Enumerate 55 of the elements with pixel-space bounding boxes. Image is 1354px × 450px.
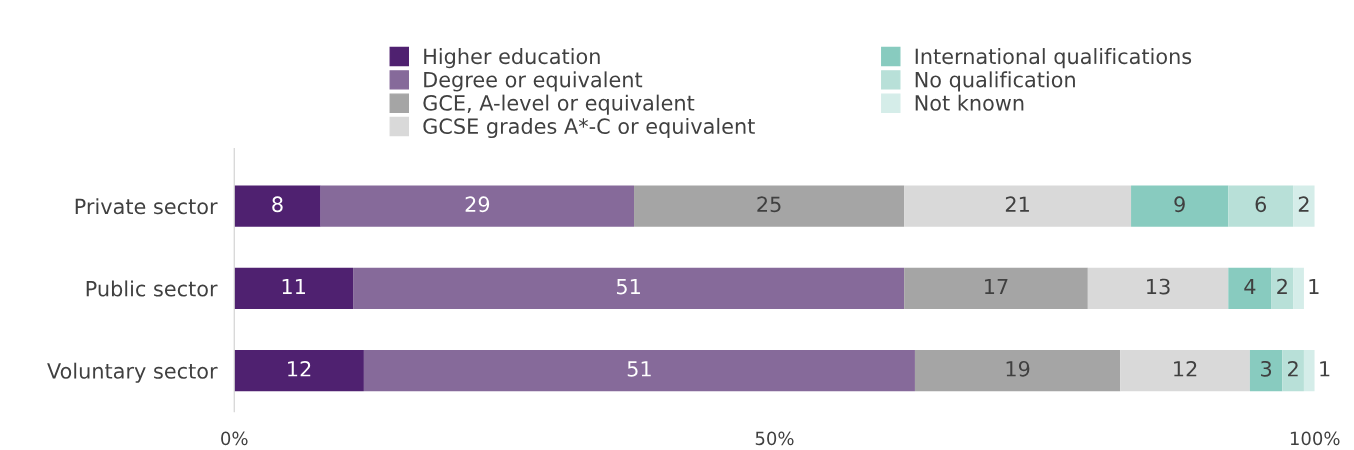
- legend-label: GCSE grades A*-C or equivalent: [423, 117, 755, 139]
- y-tick-label: Voluntary sector: [47, 362, 218, 383]
- bar: [1293, 185, 1315, 227]
- bar: [904, 267, 1088, 309]
- data-label: 6: [1255, 196, 1267, 213]
- data-label: 2: [1277, 278, 1287, 295]
- bar: [1293, 267, 1304, 309]
- bar: [353, 267, 905, 309]
- bar: [1228, 185, 1294, 227]
- x-tick-label: 50%: [755, 431, 794, 446]
- data-label: 8: [272, 196, 283, 213]
- y-tick-label: Public sector: [86, 280, 218, 297]
- data-label: 12: [288, 360, 311, 377]
- bar: [1087, 267, 1229, 309]
- bar: [1228, 267, 1272, 309]
- x-tick-label: 0%: [221, 431, 248, 446]
- data-label: 12: [1174, 360, 1197, 377]
- bar: [234, 350, 364, 392]
- legend-label: GCE, A-level or equivalent: [423, 94, 695, 115]
- data-label: 19: [1006, 360, 1030, 377]
- data-label: 11: [282, 278, 305, 295]
- legend-label: Higher education: [424, 48, 600, 69]
- legend-label: International qualifications: [915, 48, 1192, 69]
- legend-label: No qualification: [915, 71, 1075, 92]
- bar: [1303, 350, 1315, 392]
- data-label: 1: [1320, 361, 1330, 377]
- bar: [1131, 185, 1229, 227]
- y-tick-label: Private sector: [75, 198, 218, 215]
- bar: [320, 185, 635, 227]
- bar: [234, 185, 321, 227]
- bar: [1271, 267, 1294, 309]
- legend-label: Not known: [915, 94, 1024, 111]
- data-label: 1: [1309, 278, 1319, 295]
- bar: [363, 350, 915, 392]
- legend-label: Degree or equivalent: [424, 71, 643, 92]
- data-label: 21: [1005, 196, 1029, 212]
- x-tick-label: 100%: [1290, 431, 1340, 446]
- data-label: 25: [757, 196, 781, 213]
- bar: [1282, 350, 1304, 392]
- bar: [904, 185, 1132, 227]
- data-label: 2: [1288, 360, 1298, 377]
- data-label: 51: [627, 361, 651, 377]
- data-label: 4: [1244, 278, 1256, 295]
- data-label: 2: [1298, 196, 1309, 212]
- bar: [234, 267, 354, 309]
- bar: [1249, 350, 1283, 392]
- bar: [634, 185, 905, 227]
- data-label: 29: [465, 196, 490, 213]
- bar: [914, 350, 1121, 392]
- data-label: 13: [1147, 278, 1170, 295]
- data-label: 9: [1174, 196, 1185, 213]
- data-label: 51: [616, 278, 640, 295]
- bar: [1120, 350, 1250, 392]
- data-label: 3: [1261, 360, 1272, 377]
- data-label: 17: [985, 278, 1008, 295]
